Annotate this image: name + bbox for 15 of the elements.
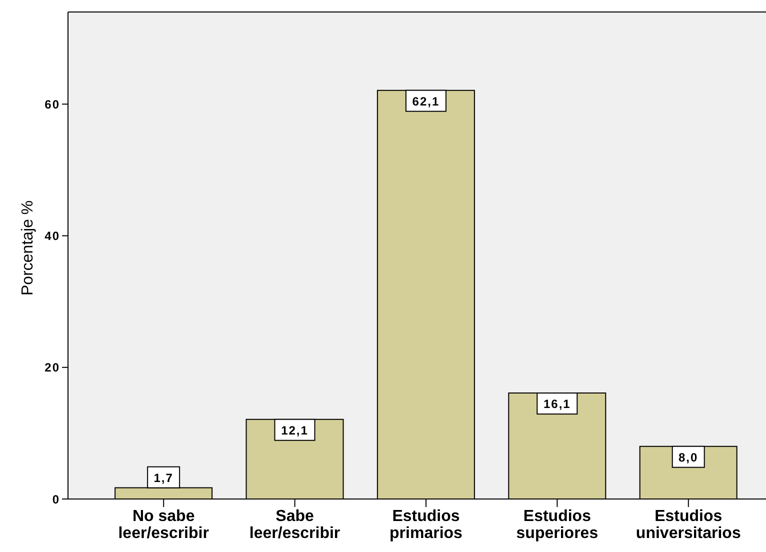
- y-axis-title: Porcentaje %: [20, 200, 37, 296]
- data-label: 62,1: [412, 94, 440, 108]
- data-label: 1,7: [154, 470, 174, 485]
- data-label: 8,0: [678, 450, 698, 464]
- x-tick-label: Estudios superiores: [516, 508, 598, 542]
- y-tick-label: 60: [44, 97, 60, 112]
- x-tick-label: No sabe leer/escribir: [118, 508, 209, 542]
- data-label: 16,1: [543, 397, 571, 412]
- y-tick-label: 0: [52, 492, 60, 506]
- x-tick-label: Estudios universitarios: [636, 508, 741, 542]
- y-tick-label: 20: [44, 360, 60, 375]
- data-label: 12,1: [281, 423, 308, 438]
- x-tick-label: Sabe leer/escribir: [249, 508, 340, 542]
- y-tick-label: 40: [44, 229, 60, 244]
- x-tick-label: Estudios primarios: [390, 508, 463, 542]
